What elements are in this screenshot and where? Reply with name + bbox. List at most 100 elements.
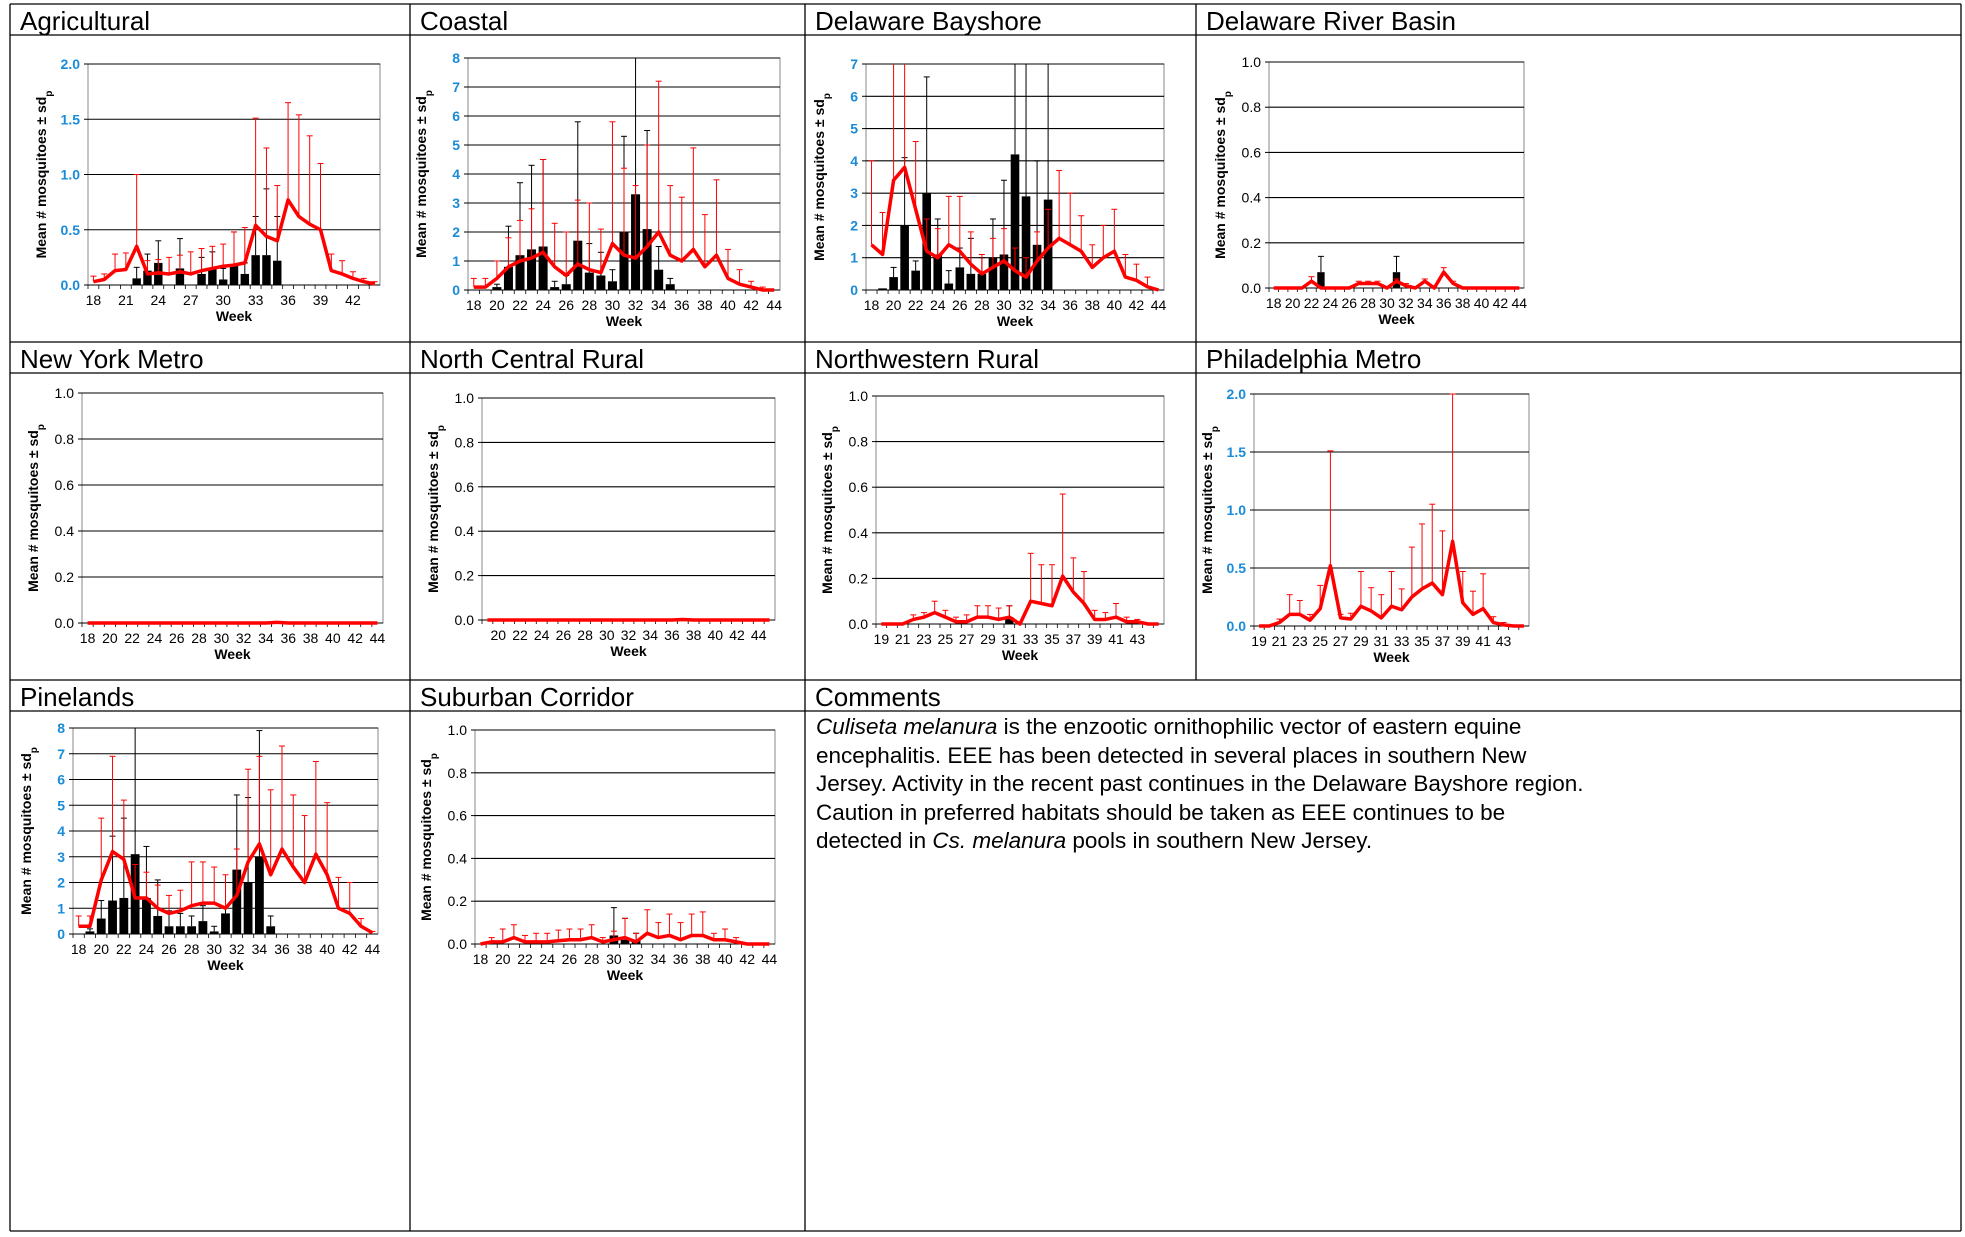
x-tick-label: 44 — [751, 627, 767, 643]
x-tick-label: 33 — [248, 292, 264, 308]
y-tick-label: 0 — [850, 282, 858, 298]
x-tick-label: 39 — [1455, 633, 1471, 649]
bar — [619, 232, 629, 290]
bar — [503, 266, 513, 290]
x-tick-label: 18 — [466, 297, 482, 313]
mean-line — [1259, 539, 1524, 628]
y-tick-label: 0.0 — [1242, 280, 1262, 296]
x-tick-label: 35 — [1044, 631, 1060, 647]
bar — [515, 255, 525, 290]
x-tick-label: 36 — [1062, 297, 1078, 313]
bar — [999, 254, 1009, 290]
bar — [240, 273, 250, 285]
mean-line — [1273, 270, 1520, 290]
y-tick-label: 1.0 — [1242, 54, 1262, 70]
x-tick-label: 23 — [1292, 633, 1308, 649]
x-axis-title: Week — [216, 308, 253, 324]
y-tick-label: 2 — [850, 217, 858, 233]
bar — [642, 229, 652, 290]
x-axis-title: Week — [610, 643, 647, 659]
y-tick-label: 1.0 — [455, 390, 475, 406]
bar — [243, 882, 253, 934]
x-tick-label: 30 — [215, 292, 231, 308]
x-tick-label: 23 — [916, 631, 932, 647]
x-tick-label: 40 — [1107, 297, 1123, 313]
y-axis-title-text: Mean # mosquitoes ± sd — [1212, 97, 1228, 259]
x-tick-label: 30 — [206, 941, 222, 957]
x-tick-label: 26 — [556, 627, 572, 643]
y-axis-title-subscript: p — [1223, 91, 1234, 97]
bar — [900, 225, 909, 290]
x-tick-label: 19 — [874, 631, 890, 647]
x-tick-label: 28 — [584, 951, 600, 967]
x-tick-label: 24 — [139, 941, 155, 957]
bar — [208, 268, 217, 285]
y-tick-label: 7 — [452, 79, 460, 95]
x-tick-label: 26 — [1341, 295, 1357, 311]
y-tick-label: 0.2 — [1242, 235, 1262, 251]
x-tick-label: 44 — [365, 941, 381, 957]
x-axis-title: Week — [1373, 649, 1410, 665]
x-tick-label: 20 — [93, 941, 109, 957]
bar — [132, 278, 141, 285]
y-axis-title-subscript: p — [436, 425, 447, 431]
bar — [492, 287, 502, 290]
y-tick-label: 1.0 — [448, 722, 468, 738]
y-tick-label: 3 — [452, 195, 460, 211]
comments-line: Jersey. Activity in the recent past cont… — [816, 770, 1583, 799]
x-tick-label: 29 — [980, 631, 996, 647]
y-tick-label: 1 — [850, 250, 858, 266]
x-tick-label: 36 — [674, 297, 690, 313]
chart-title-coastal: Coastal — [420, 6, 509, 36]
bar — [527, 249, 537, 290]
y-axis-title-subscript: p — [36, 424, 47, 430]
x-tick-label: 24 — [539, 951, 555, 967]
x-tick-label: 30 — [606, 951, 622, 967]
y-axis-title: Mean # mosquitoes ± sdp — [418, 753, 440, 921]
bar — [164, 926, 174, 934]
plot-area — [474, 729, 776, 945]
x-tick-label: 41 — [1108, 631, 1124, 647]
x-tick-label: 24 — [147, 630, 163, 646]
y-tick-label: 1.0 — [1227, 502, 1247, 518]
y-axis-title-text: Mean # mosquitoes ± sd — [18, 753, 34, 915]
y-axis-title: Mean # mosquitoes ± sdp — [18, 747, 40, 915]
x-tick-label: 26 — [562, 951, 578, 967]
bar — [944, 283, 954, 290]
x-tick-label: 30 — [996, 297, 1012, 313]
x-tick-label: 34 — [651, 951, 667, 967]
bar — [654, 269, 664, 290]
bar — [153, 915, 163, 934]
x-tick-label: 38 — [1455, 295, 1471, 311]
x-tick-label: 38 — [697, 297, 713, 313]
bar — [229, 265, 239, 285]
x-tick-label: 42 — [729, 627, 745, 643]
y-tick-label: 3 — [850, 185, 858, 201]
x-tick-label: 38 — [1084, 297, 1100, 313]
y-tick-label: 0.2 — [849, 570, 869, 586]
x-tick-label: 18 — [86, 292, 102, 308]
x-tick-label: 18 — [864, 297, 880, 313]
y-tick-label: 0.6 — [849, 479, 869, 495]
x-tick-label: 30 — [214, 630, 230, 646]
bar — [620, 939, 630, 944]
x-tick-label: 28 — [582, 297, 598, 313]
y-tick-label: 6 — [452, 108, 460, 124]
x-tick-label: 34 — [258, 630, 274, 646]
y-tick-label: 2.0 — [61, 56, 81, 72]
bar — [119, 897, 129, 934]
x-tick-label: 40 — [708, 627, 724, 643]
x-tick-label: 18 — [71, 941, 87, 957]
x-axis-title: Week — [997, 313, 1034, 329]
x-tick-label: 32 — [621, 627, 637, 643]
y-axis-title-text: Mean # mosquitoes ± sd — [418, 759, 434, 921]
x-tick-label: 28 — [577, 627, 593, 643]
x-tick-label: 32 — [1018, 297, 1034, 313]
x-tick-label: 37 — [1435, 633, 1451, 649]
comments-line: Culiseta melanura is the enzootic ornith… — [816, 713, 1583, 742]
x-tick-label: 24 — [1323, 295, 1339, 311]
x-tick-label: 34 — [1040, 297, 1056, 313]
